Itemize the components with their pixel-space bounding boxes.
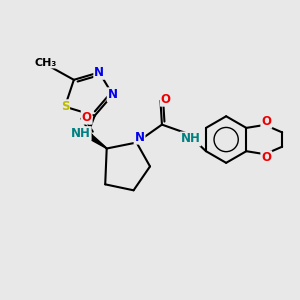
Text: S: S (61, 100, 69, 113)
Text: CH₃: CH₃ (34, 58, 57, 68)
Text: N: N (108, 88, 118, 101)
Text: N: N (94, 66, 104, 79)
Text: NH: NH (71, 127, 91, 140)
Text: O: O (82, 111, 92, 124)
Text: NH: NH (180, 133, 200, 146)
Text: O: O (261, 151, 271, 164)
Text: O: O (161, 93, 171, 106)
Text: O: O (261, 115, 271, 128)
Text: N: N (134, 131, 145, 144)
Polygon shape (86, 133, 107, 148)
